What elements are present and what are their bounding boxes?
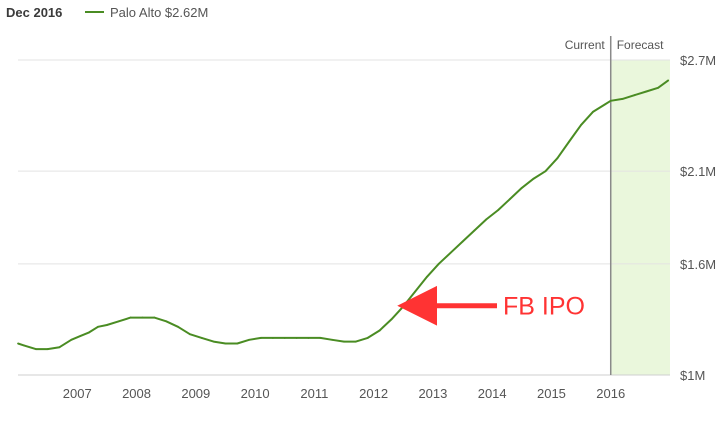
data-point [366,337,369,339]
data-point [449,251,452,254]
data-point [165,320,168,323]
data-point [46,348,49,350]
data-point [603,103,606,106]
data-point [645,90,648,93]
legend-label: Palo Alto $2.62M [110,5,208,20]
data-point [592,110,594,113]
data-point [236,342,239,345]
data-point [97,325,99,328]
data-point [58,346,61,349]
data-point [473,229,476,232]
data-point [426,275,428,278]
data-point [343,340,345,343]
data-point [319,337,322,339]
series-points [17,79,670,350]
y-tick-label: $2.1M [680,164,716,179]
data-point [177,325,179,328]
data-point [283,337,286,339]
x-tick-label: 2008 [122,386,151,401]
data-point [153,316,156,319]
x-tick-label: 2016 [596,386,625,401]
x-tick-label: 2011 [300,386,328,401]
series-line-palo-alto [17,79,669,351]
grid-lines [18,59,670,376]
data-point [414,290,417,293]
data-point [79,335,82,337]
data-point [609,99,612,102]
data-point [580,123,582,126]
x-axis-ticks: 2007 2008 2009 2010 2011 2012 2013 2014 2015 2016 [63,386,625,401]
y-tick-label: $2.7M [680,53,716,68]
x-tick-label: 2012 [359,386,388,401]
data-point [106,324,108,326]
data-point [520,186,523,189]
data-point [212,340,215,343]
data-point [248,338,251,341]
data-point [23,344,25,347]
data-point [88,331,91,334]
x-tick-label: 2009 [181,386,210,401]
data-point [188,333,191,336]
data-point [532,177,535,180]
data-point [544,170,547,173]
x-tick-label: 2014 [478,386,507,401]
data-point [437,262,440,265]
y-tick-label: $1.6M [680,257,716,272]
y-axis-ticks: $2.7M $2.1M $1.6M $1M [680,53,716,383]
data-point [568,140,571,143]
data-point [461,240,464,243]
data-point [497,209,500,211]
annotation-text: FB IPO [503,293,585,321]
data-point [390,318,393,321]
data-point [70,338,73,341]
data-point [331,338,334,341]
data-point [17,342,19,345]
data-point [260,337,262,339]
y-tick-label: $1M [680,368,705,383]
data-point [402,305,405,308]
data-point [354,340,357,343]
date-label: Dec 2016 [6,5,62,20]
data-point [556,157,559,160]
data-point [378,329,381,332]
data-point [621,98,624,100]
data-point [224,342,227,345]
data-point [200,337,203,339]
forecast-region [610,60,670,375]
data-point [657,86,660,89]
data-point [667,79,670,82]
data-point [633,94,636,97]
current-label: Current [565,38,606,52]
data-point [117,320,120,323]
x-tick-label: 2010 [241,386,270,401]
data-point [307,337,310,339]
data-point [271,337,274,339]
x-tick-label: 2013 [418,386,447,401]
data-point [34,348,37,350]
data-point [485,218,488,221]
data-point [295,337,298,339]
data-point [129,316,132,319]
forecast-label: Forecast [617,38,664,52]
data-point [141,316,144,319]
data-point [509,198,511,200]
x-tick-label: 2015 [537,386,566,401]
x-tick-label: 2007 [63,386,92,401]
